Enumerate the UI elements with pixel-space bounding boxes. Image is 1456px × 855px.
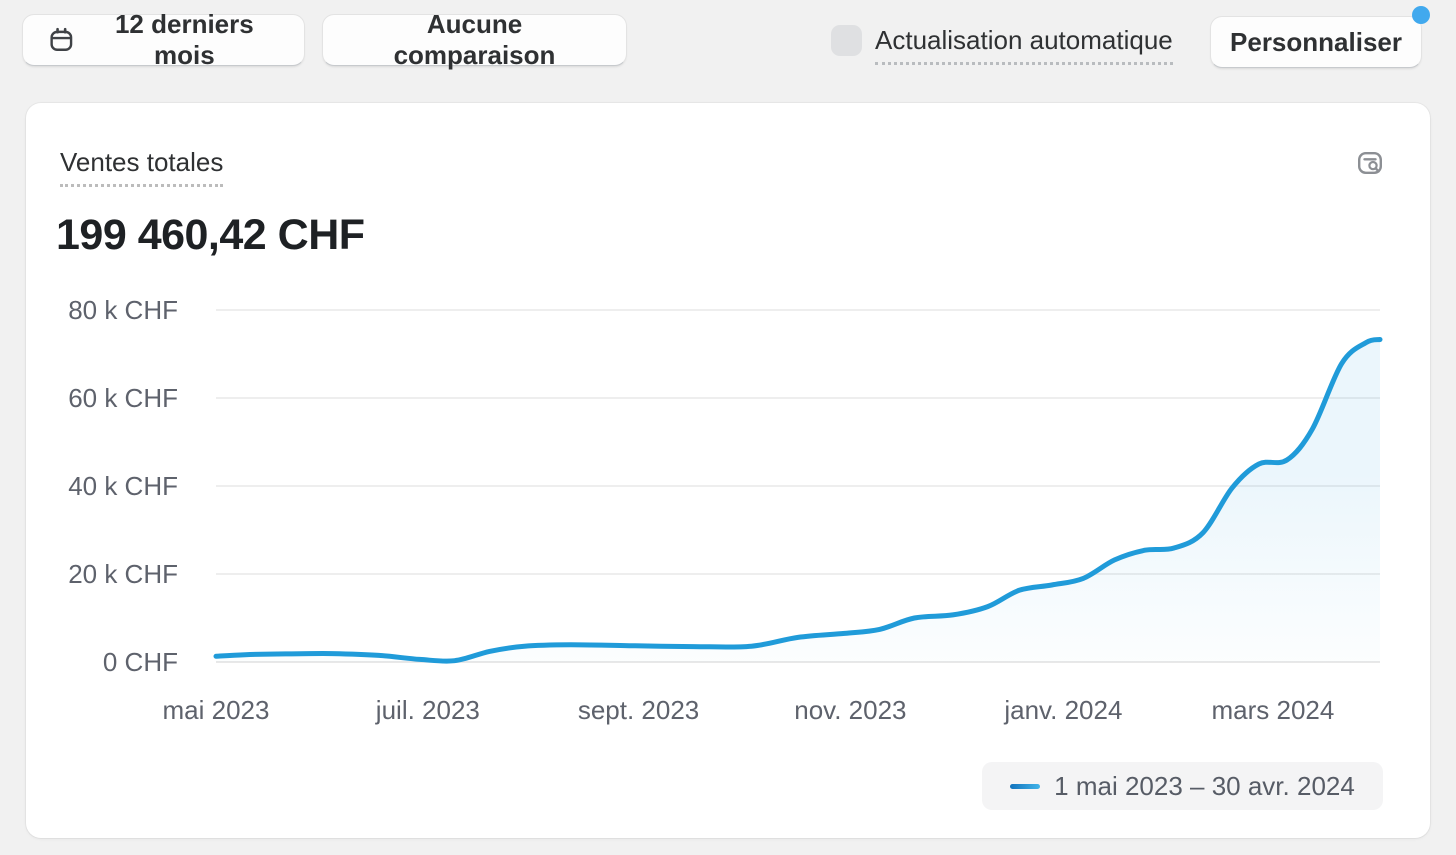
report-search-icon [1357,151,1383,175]
sales-line-chart[interactable] [26,283,1430,733]
card-title[interactable]: Ventes totales [60,147,224,187]
comparison-button[interactable]: Aucune comparaison [322,9,627,70]
x-axis-tick-label: mai 2023 [162,695,270,725]
legend-label: 1 mai 2023 – 30 avr. 2024 [1054,770,1355,801]
x-axis-tick-label: nov. 2023 [794,695,907,725]
chart-line [213,337,1383,664]
calendar-icon [50,27,73,51]
chart-legend: 1 mai 2023 – 30 avr. 2024 [982,762,1383,810]
chart-area-fill [216,339,1380,662]
total-sales-card: Ventes totales 199 460,42 CHF [26,103,1430,838]
y-axis-tick-label: 20 k CHF [68,559,178,589]
auto-refresh-checkbox[interactable] [831,25,862,56]
date-range-button[interactable]: 12 derniers mois [22,9,305,70]
customize-button[interactable]: Personnaliser [1210,16,1422,68]
x-axis-tick-label: sept. 2023 [577,695,700,725]
notification-dot [1412,6,1430,24]
auto-refresh-toggle[interactable]: Actualisation automatique [831,25,1173,66]
date-range-label: 12 derniers mois [114,9,254,70]
view-report-button[interactable] [1346,139,1394,187]
legend-line-swatch [1010,783,1041,789]
x-axis-tick-label: mars 2024 [1211,695,1335,725]
auto-refresh-label: Actualisation automatique [875,25,1173,66]
y-axis-tick-label: 60 k CHF [68,383,178,413]
y-axis-tick-label: 40 k CHF [68,471,178,501]
x-axis-tick-label: juil. 2023 [375,695,480,725]
comparison-label: Aucune comparaison [393,9,556,70]
customize-label: Personnaliser [1230,26,1402,57]
x-axis-tick-label: janv. 2024 [1004,695,1123,725]
total-sales-value: 199 460,42 CHF [56,211,365,259]
y-axis-tick-label: 0 CHF [102,647,178,677]
y-axis-tick-label: 80 k CHF [68,295,178,325]
